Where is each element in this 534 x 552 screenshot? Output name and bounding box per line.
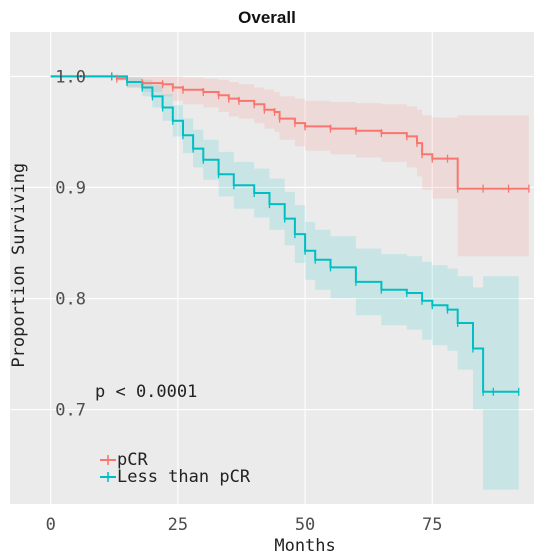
x-tick-label: 25 [168, 515, 188, 535]
y-tick-label: 0.9 [55, 178, 86, 198]
legend-label-pcr: pCR [117, 450, 148, 470]
grid-lines [10, 32, 534, 504]
curve-less-than-pcr [50, 75, 519, 393]
ci-band-pcr [50, 76, 529, 257]
censor-marks [111, 72, 530, 396]
y-tick-label: 0.8 [55, 290, 86, 310]
legend-key-less-than-pcr [100, 472, 116, 482]
x-tick-label: 0 [46, 515, 56, 535]
chart-title: Overall [238, 8, 296, 27]
legend-key-pcr [100, 455, 116, 465]
confidence-bands [50, 76, 529, 490]
y-tick-label: 1.0 [55, 67, 86, 87]
ci-band-less-than-pcr [50, 76, 519, 490]
axis-tick-labels: 0 25 50 75 0.7 0.8 0.9 1.0 [46, 67, 443, 535]
p-value-annotation: p < 0.0001 [95, 382, 197, 402]
x-tick-label: 50 [295, 515, 315, 535]
legend: pCR Less than pCR [100, 450, 251, 487]
legend-label-less-than-pcr: Less than pCR [117, 467, 251, 487]
x-axis-title: Months [274, 536, 335, 552]
y-axis-title: Proportion Surviving [9, 163, 29, 368]
y-tick-label: 0.7 [55, 401, 86, 421]
x-tick-label: 75 [422, 515, 442, 535]
